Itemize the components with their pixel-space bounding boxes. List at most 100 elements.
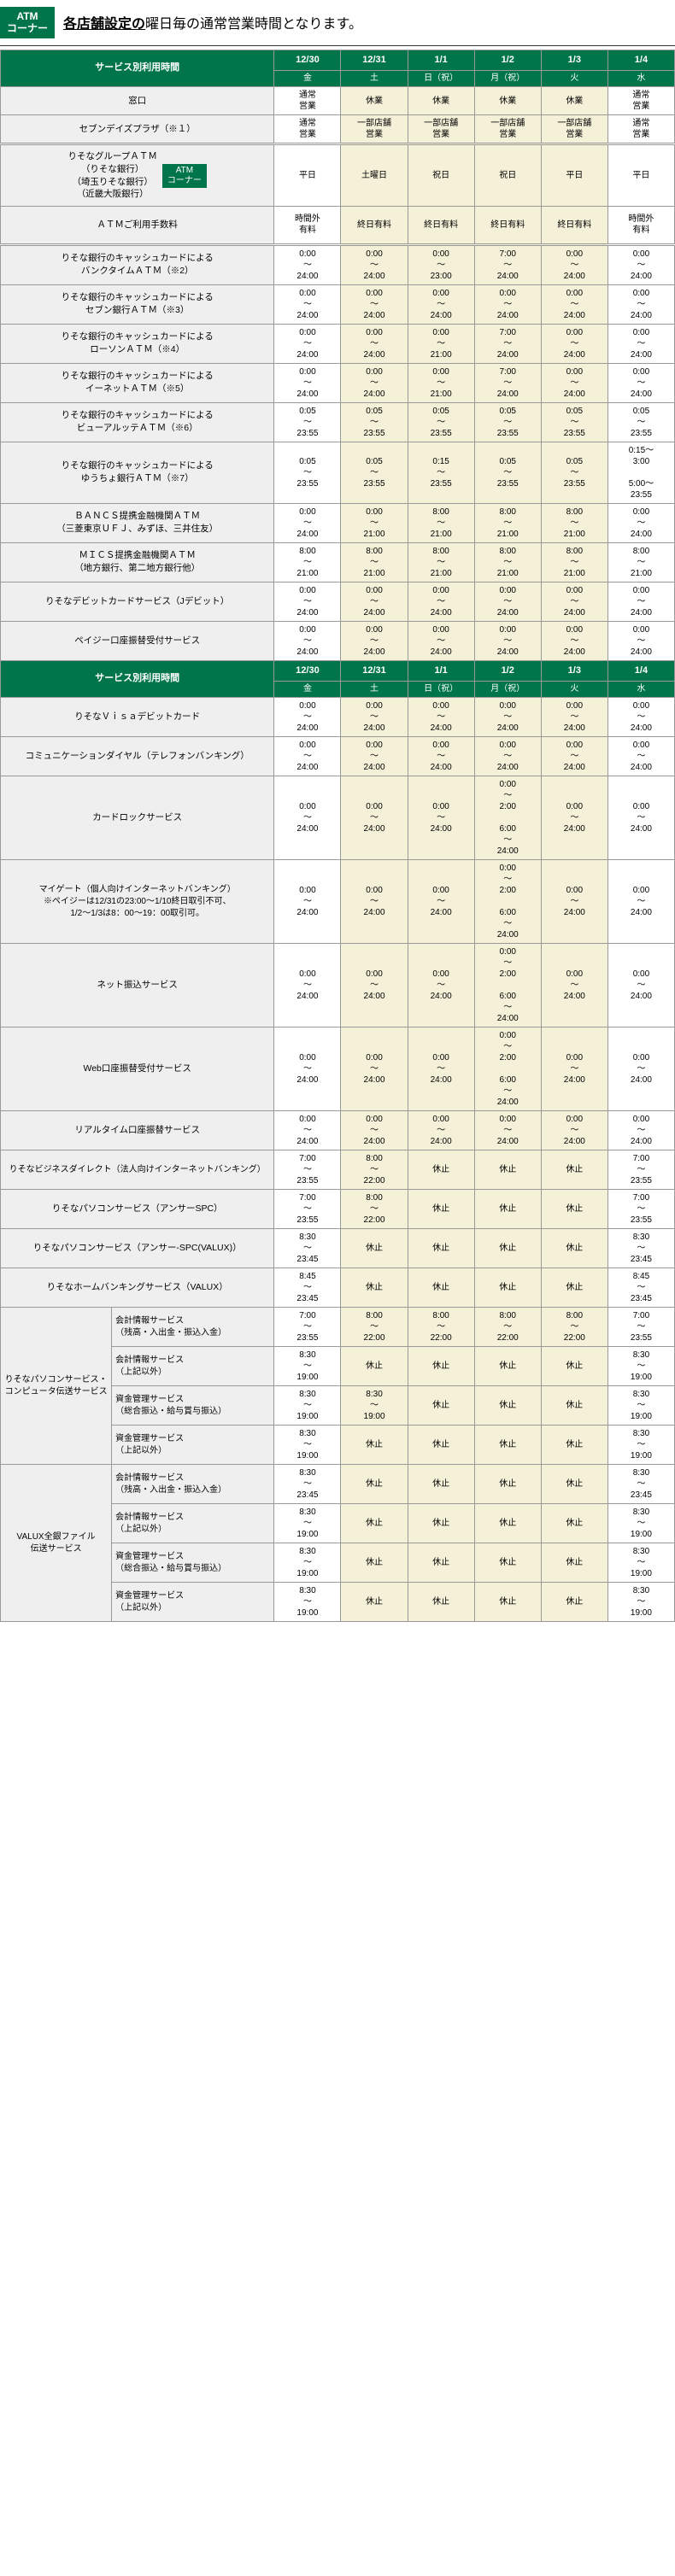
cell: 0:00 ～ 24:00 xyxy=(541,324,608,363)
cell: 休止 xyxy=(474,1543,541,1583)
cell: 8:30 ～ 23:45 xyxy=(608,1229,674,1268)
day-tue: 火 xyxy=(541,682,608,698)
date-0103: 1/3 xyxy=(541,50,608,70)
cell: 休止 xyxy=(408,1504,474,1543)
day-tue: 火 xyxy=(541,71,608,87)
day-wed: 水 xyxy=(608,682,674,698)
row-jdebit: りそなデビットカードサービス（Jデビット） 0:00 ～ 24:00 0:00 … xyxy=(1,582,675,621)
date-0104: 1/4 xyxy=(608,50,674,70)
cell: 8:00 ～ 22:00 xyxy=(341,1190,408,1229)
cell: 0:00 ～ 24:00 xyxy=(541,621,608,660)
label-visa: りそなＶｉｓａデビットカード xyxy=(1,698,274,737)
cell: 7:00 ～ 23:55 xyxy=(274,1190,341,1229)
cell: 0:00 ～ 24:00 xyxy=(608,582,674,621)
cell: 休止 xyxy=(474,1347,541,1386)
label-valux-group: VALUX全銀ファイル 伝送サービス xyxy=(1,1465,112,1622)
label-mics: ＭＩＣＳ提携金融機関ＡＴＭ （地方銀行、第二地方銀行他） xyxy=(1,542,274,582)
cell: 0:00 ～ 24:00 xyxy=(541,776,608,860)
cell: 0:00 ～ 24:00 xyxy=(341,944,408,1027)
row-mygate: マイゲート（個人向けインターネットバンキング） ※ペイジーは12/31の23:0… xyxy=(1,860,675,944)
cell: 8:30 ～ 23:45 xyxy=(608,1465,674,1504)
cell: 休止 xyxy=(408,1583,474,1622)
day-mon: 月（祝） xyxy=(474,682,541,698)
label-anser-valux: りそなパソコンサービス（アンサー-SPC(VALUX)） xyxy=(1,1229,274,1268)
cell: 0:00 ～ 24:00 xyxy=(341,737,408,776)
day-mon: 月（祝） xyxy=(474,71,541,87)
row-visa-debit: りそなＶｉｓａデビットカード 0:00 ～ 24:00 0:00 ～ 24:00… xyxy=(1,698,675,737)
cell: 0:00 ～ 24:00 xyxy=(608,244,674,284)
cell: 休止 xyxy=(408,1229,474,1268)
cell: 8:30 ～ 19:00 xyxy=(274,1543,341,1583)
cell: 0:00 ～ 24:00 xyxy=(474,1111,541,1150)
row-anser-valux: りそなパソコンサービス（アンサー-SPC(VALUX)） 8:30 ～ 23:4… xyxy=(1,1229,675,1268)
cell: 8:00 ～ 21:00 xyxy=(341,542,408,582)
date-1231: 12/31 xyxy=(341,660,408,681)
date-0101: 1/1 xyxy=(408,660,474,681)
cell: 0:05 ～ 23:55 xyxy=(341,402,408,442)
title-emphasis: 各店舗設定の xyxy=(63,17,145,32)
cell: 0:00 ～ 24:00 xyxy=(341,244,408,284)
cell: 0:00 ～ 24:00 xyxy=(274,776,341,860)
cell: 0:00 ～ 24:00 xyxy=(541,284,608,324)
label-web: Web口座振替受付サービス xyxy=(1,1027,274,1111)
cell: 0:00 ～ 24:00 xyxy=(274,1027,341,1111)
cell: 0:00 ～ 21:00 xyxy=(408,324,474,363)
cell: 0:00 ～ 24:00 xyxy=(408,737,474,776)
row-lawson: りそな銀行のキャッシュカードによる ローソンＡＴＭ（※4） 0:00 ～ 24:… xyxy=(1,324,675,363)
sublabel-v-acct2: 会計情報サービス （上記以外） xyxy=(112,1504,274,1543)
cell: 時間外 有料 xyxy=(274,206,341,244)
row-net-transfer: ネット振込サービス 0:00 ～ 24:00 0:00 ～ 24:00 0:00… xyxy=(1,944,675,1027)
date-1230: 12/30 xyxy=(274,660,341,681)
cell: 8:30 ～ 19:00 xyxy=(274,1504,341,1543)
cell: 0:00 ～ 24:00 xyxy=(474,284,541,324)
date-1231: 12/31 xyxy=(341,50,408,70)
cell: 休業 xyxy=(408,87,474,115)
row-madoguchi: 窓口 通常 営業 休業 休業 休業 休業 通常 営業 xyxy=(1,87,675,115)
cell: 8:45 ～ 23:45 xyxy=(608,1268,674,1308)
cell: 8:30 ～ 19:00 xyxy=(274,1426,341,1465)
cell: 0:00 ～ 23:00 xyxy=(408,244,474,284)
cell: 休止 xyxy=(341,1504,408,1543)
label-biz: りそなビジネスダイレクト（法人向けインターネットバンキング） xyxy=(1,1150,274,1190)
cell: 0:05 ～ 23:55 xyxy=(541,402,608,442)
label-yucho: りそな銀行のキャッシュカードによる ゆうちょ銀行ＡＴＭ（※7） xyxy=(1,442,274,503)
label-net: ネット振込サービス xyxy=(1,944,274,1027)
cell: 0:00 ～ 24:00 xyxy=(341,363,408,402)
cell: 0:00 ～ 24:00 xyxy=(541,860,608,944)
cell: 0:00 ～ 24:00 xyxy=(274,244,341,284)
cell: 休止 xyxy=(341,1426,408,1465)
date-0102: 1/2 xyxy=(474,660,541,681)
cell: 0:00 ～ 24:00 xyxy=(408,860,474,944)
row-sevenplaza: セブンデイズプラザ（※１） 通常 営業 一部店舗 営業 一部店舗 営業 一部店舗… xyxy=(1,115,675,144)
cell: 0:00 ～ 24:00 xyxy=(541,698,608,737)
cell: 0:00 ～ 21:00 xyxy=(408,363,474,402)
cell: 0:00 ～ 24:00 xyxy=(408,1027,474,1111)
cell: 0:05 ～ 23:55 xyxy=(474,402,541,442)
cell: 0:00 ～ 24:00 xyxy=(541,582,608,621)
row-home-banking: りそなホームバンキングサービス（VALUX） 8:45 ～ 23:45 休止 休… xyxy=(1,1268,675,1308)
row-enet: りそな銀行のキャッシュカードによる イーネットＡＴＭ（※5） 0:00 ～ 24… xyxy=(1,363,675,402)
cell: 8:00 ～ 22:00 xyxy=(341,1308,408,1347)
label-atm-fee: ＡＴＭご利用手数料 xyxy=(1,206,274,244)
label-viewaltte: りそな銀行のキャッシュカードによる ビューアルッテＡＴＭ（※6） xyxy=(1,402,274,442)
cell: 0:00 ～ 24:00 xyxy=(274,284,341,324)
cell: 0:05 ～ 23:55 xyxy=(274,402,341,442)
sublabel-fund1: 資金管理サービス （総合振込・給与賞与振込） xyxy=(112,1386,274,1426)
cell: 0:00 ～ 24:00 xyxy=(541,944,608,1027)
cell: 0:05 ～ 23:55 xyxy=(474,442,541,503)
sublabel-v-fund2: 資金管理サービス （上記以外） xyxy=(112,1583,274,1622)
cell: 時間外 有料 xyxy=(608,206,674,244)
cell: 0:00 ～ 24:00 xyxy=(608,737,674,776)
cell: 8:00 ～ 21:00 xyxy=(474,503,541,542)
row-mics: ＭＩＣＳ提携金融機関ＡＴＭ （地方銀行、第二地方銀行他） 8:00 ～ 21:0… xyxy=(1,542,675,582)
sublabel-fund2: 資金管理サービス （上記以外） xyxy=(112,1426,274,1465)
row-valux-acct1: VALUX全銀ファイル 伝送サービス 会計情報サービス （残高・入出金・振込入金… xyxy=(1,1465,675,1504)
day-sun: 日（祝） xyxy=(408,71,474,87)
cell: 祝日 xyxy=(474,144,541,207)
cell: 0:00 ～ 24:00 xyxy=(541,1027,608,1111)
header-row-dates-2: サービス別利用時間 12/30 12/31 1/1 1/2 1/3 1/4 xyxy=(1,660,675,681)
row-cardlock: カードロックサービス 0:00 ～ 24:00 0:00 ～ 24:00 0:0… xyxy=(1,776,675,860)
sublabel-acct2: 会計情報サービス （上記以外） xyxy=(112,1347,274,1386)
cell: 0:00 ～ 2:00 6:00 ～ 24:00 xyxy=(474,776,541,860)
cell: 0:00 ～ 24:00 xyxy=(274,503,341,542)
